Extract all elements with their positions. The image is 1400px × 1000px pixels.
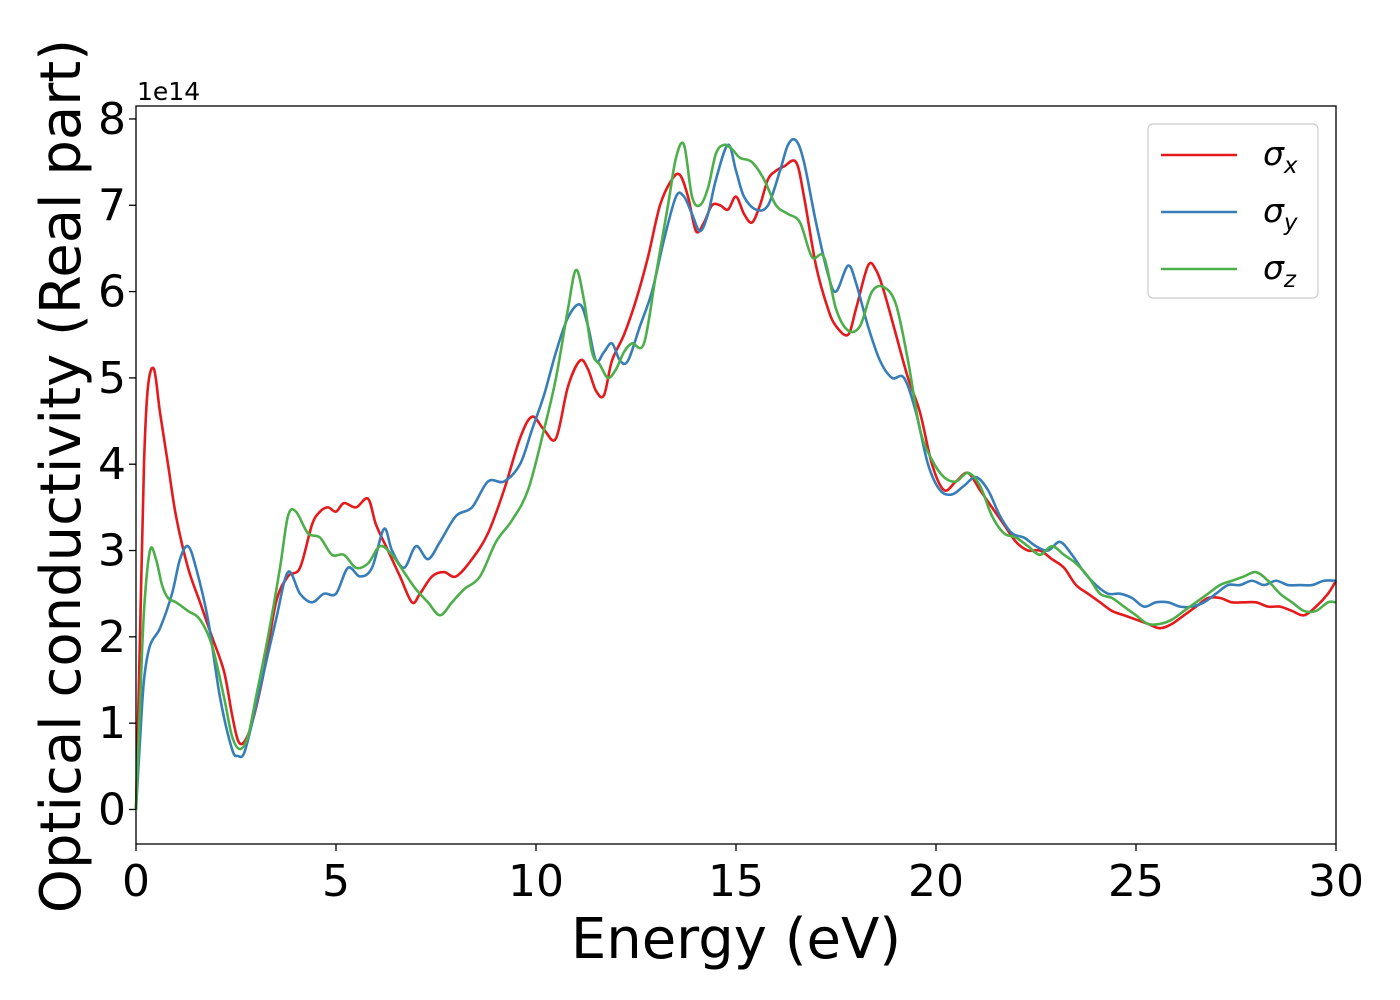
legend-label-y: σy <box>1263 191 1298 236</box>
legend-label-z: σz <box>1263 248 1297 293</box>
legend-subscript: z <box>1283 267 1297 293</box>
legend-symbol: σ <box>1263 134 1285 173</box>
y-tick-label: 5 <box>98 353 126 404</box>
x-tick-label: 15 <box>708 856 764 907</box>
x-tick-label: 5 <box>322 856 350 907</box>
x-tick-label: 25 <box>1108 856 1164 907</box>
series-line-y <box>134 137 1337 810</box>
y-tick-label: 7 <box>98 180 126 231</box>
y-tick-label: 2 <box>98 612 126 663</box>
y-axis-title: Optical conductivity (Real part) <box>29 39 94 913</box>
y-tick-label: 1 <box>98 698 126 749</box>
y-scale-offset-label: 1e14 <box>137 77 200 106</box>
y-tick-label: 3 <box>98 526 126 577</box>
x-tick-label: 10 <box>508 856 564 907</box>
x-axis-title: Energy (eV) <box>571 907 901 972</box>
y-tick-label: 6 <box>98 267 126 318</box>
x-axis: 0 5 10 15 20 25 30 <box>122 844 1364 907</box>
y-tick-label: 8 <box>98 94 126 145</box>
y-tick-label: 4 <box>98 439 126 490</box>
series-lines <box>134 137 1338 810</box>
y-axis: 0 1 2 3 4 5 6 7 8 <box>98 94 136 835</box>
y-tick-label: 0 <box>98 784 126 835</box>
x-tick-label: 0 <box>122 856 150 907</box>
legend-symbol: σ <box>1263 248 1285 287</box>
series-line-z <box>134 141 1337 810</box>
legend-subscript: x <box>1283 153 1298 179</box>
x-tick-label: 30 <box>1308 856 1364 907</box>
legend-label-x: σx <box>1263 134 1298 179</box>
legend-subscript: y <box>1283 210 1298 236</box>
legend-symbol: σ <box>1263 191 1285 230</box>
x-tick-label: 20 <box>908 856 964 907</box>
